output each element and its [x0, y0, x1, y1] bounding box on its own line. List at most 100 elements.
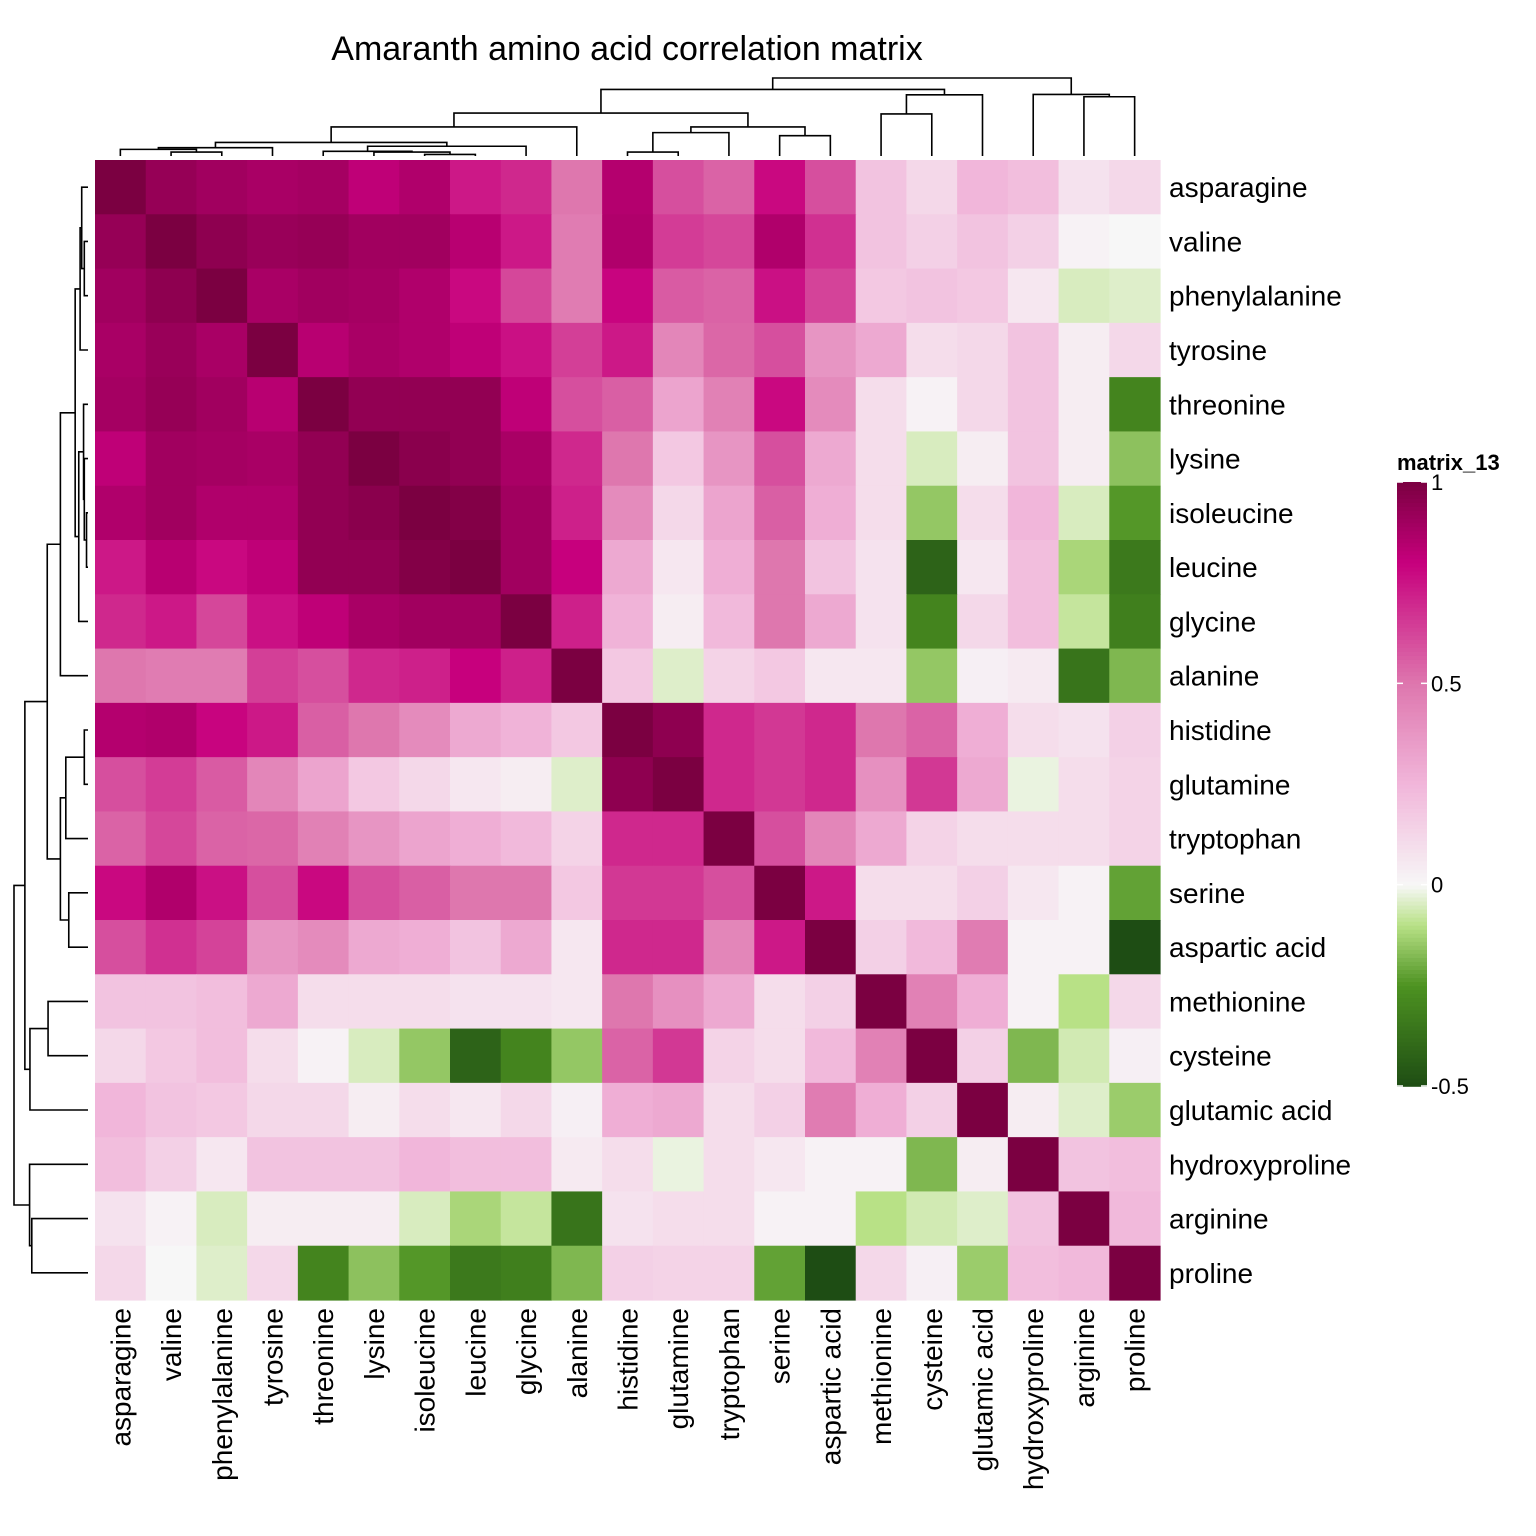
- column-label: lysine: [359, 1308, 390, 1380]
- heatmap-cell: [652, 811, 705, 867]
- heatmap-cell: [95, 431, 147, 487]
- heatmap-cell: [348, 865, 400, 921]
- heatmap-cell: [703, 757, 755, 813]
- heatmap-cell: [297, 1245, 350, 1301]
- row-label: isoleucine: [1169, 498, 1294, 529]
- legend-color-step: [1397, 937, 1427, 942]
- heatmap-cell: [145, 431, 198, 487]
- heatmap-cell: [855, 1082, 908, 1138]
- heatmap-cell: [602, 431, 654, 487]
- legend-color-step: [1397, 904, 1427, 910]
- heatmap-cell: [95, 974, 147, 1030]
- heatmap-cell: [805, 1245, 857, 1301]
- heatmap-cell: [906, 431, 958, 487]
- heatmap-cell: [602, 322, 654, 378]
- legend-color-step: [1397, 1025, 1427, 1031]
- heatmap-cell: [196, 1245, 248, 1301]
- heatmap-cell: [754, 920, 806, 975]
- legend-color-step: [1397, 590, 1427, 596]
- heatmap-cell: [754, 757, 806, 813]
- legend-color-step: [1397, 546, 1427, 552]
- heatmap-cell: [1007, 322, 1060, 378]
- heatmap-cell: [551, 1137, 603, 1193]
- dendrogram-branch: [24, 700, 48, 1071]
- heatmap-cell: [703, 594, 755, 650]
- legend-color-step: [1397, 711, 1427, 717]
- legend-color-step: [1397, 892, 1427, 898]
- heatmap-cell: [145, 1137, 198, 1193]
- heatmap-cell: [1109, 757, 1161, 813]
- heatmap-cell: [957, 920, 1009, 975]
- heatmap-cell: [297, 485, 350, 541]
- heatmap-cell: [348, 160, 400, 215]
- heatmap-cell: [805, 160, 857, 215]
- heatmap-cell: [1007, 811, 1060, 867]
- heatmap-cell: [551, 322, 603, 378]
- heatmap-cell: [145, 1245, 198, 1301]
- legend-color-step: [1397, 622, 1427, 628]
- legend-color-step: [1397, 570, 1427, 576]
- heatmap-cell: [196, 757, 248, 813]
- column-label: isoleucine: [410, 1308, 441, 1433]
- legend-color-step: [1397, 941, 1427, 946]
- heatmap-cell: [297, 268, 350, 324]
- heatmap-cell: [805, 268, 857, 324]
- heatmap-cell: [805, 485, 857, 541]
- heatmap-cell: [805, 974, 857, 1030]
- row-label: aspartic acid: [1169, 932, 1326, 963]
- legend-color-step: [1397, 856, 1427, 862]
- heatmap-cell: [805, 1191, 857, 1247]
- heatmap-cell: [500, 811, 553, 867]
- heatmap-cell: [602, 214, 654, 270]
- heatmap-cell: [957, 974, 1009, 1030]
- heatmap-cell: [652, 702, 705, 758]
- dendrogram-branch: [170, 151, 223, 156]
- dendrogram-branch: [46, 543, 61, 860]
- heatmap-cell: [652, 540, 705, 595]
- heatmap-cell: [399, 214, 451, 270]
- legend-tick-label: 0.5: [1431, 671, 1462, 696]
- legend-color-step: [1397, 796, 1427, 801]
- heatmap-cell: [450, 322, 502, 378]
- heatmap-cell: [754, 811, 806, 867]
- legend-color-step: [1397, 679, 1427, 685]
- heatmap-cell: [652, 1082, 705, 1138]
- heatmap-cell: [551, 540, 603, 595]
- heatmap-cell: [1109, 1137, 1161, 1193]
- heatmap-cell: [754, 1245, 806, 1301]
- heatmap-cell: [145, 811, 198, 867]
- heatmap-cell: [652, 920, 705, 975]
- heatmap-cell: [95, 1137, 147, 1193]
- dendrogram-branch: [83, 729, 88, 786]
- row-label: asparagine: [1169, 172, 1308, 203]
- legend-color-step: [1397, 586, 1427, 592]
- legend-color-step: [1397, 977, 1427, 983]
- heatmap-cell: [1058, 920, 1110, 975]
- heatmap-cell: [957, 594, 1009, 650]
- heatmap-cell: [957, 1191, 1009, 1247]
- heatmap-cell: [500, 485, 553, 541]
- heatmap-cell: [855, 540, 908, 595]
- heatmap-cell: [855, 1191, 908, 1247]
- heatmap-cell: [500, 1082, 553, 1138]
- row-label: glutamic acid: [1169, 1095, 1332, 1126]
- heatmap-cell: [450, 865, 502, 921]
- heatmap-cell: [297, 594, 350, 650]
- column-label: glycine: [511, 1308, 542, 1395]
- heatmap-cell: [247, 1028, 299, 1084]
- legend-color-step: [1397, 884, 1427, 890]
- dendrogram-branch: [1083, 95, 1136, 156]
- heatmap-cell: [145, 974, 198, 1030]
- legend-color-step: [1397, 582, 1427, 588]
- heatmap-cell: [1058, 377, 1110, 433]
- heatmap-cell: [247, 1245, 299, 1301]
- heatmap-cell: [500, 865, 553, 921]
- heatmap-cell: [500, 1137, 553, 1193]
- legend-color-step: [1397, 534, 1427, 540]
- heatmap-cell: [247, 1082, 299, 1138]
- heatmap-cell: [1007, 540, 1060, 595]
- row-label: glycine: [1169, 606, 1256, 637]
- heatmap-cell: [1007, 160, 1060, 215]
- column-label: glutamine: [663, 1308, 694, 1429]
